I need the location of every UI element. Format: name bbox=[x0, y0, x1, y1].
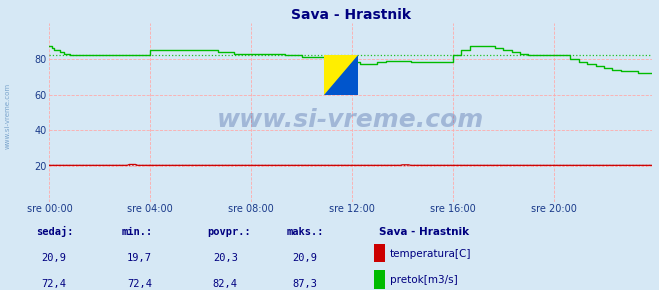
Text: Sava - Hrastnik: Sava - Hrastnik bbox=[379, 227, 469, 237]
Text: 72,4: 72,4 bbox=[42, 279, 67, 289]
Text: 19,7: 19,7 bbox=[127, 253, 152, 263]
Text: povpr.:: povpr.: bbox=[208, 227, 251, 237]
Text: www.si-vreme.com: www.si-vreme.com bbox=[217, 108, 484, 131]
Text: 20,3: 20,3 bbox=[213, 253, 238, 263]
Text: sedaj:: sedaj: bbox=[36, 226, 74, 237]
Text: temperatura[C]: temperatura[C] bbox=[390, 249, 472, 259]
Text: 82,4: 82,4 bbox=[213, 279, 238, 289]
Text: www.si-vreme.com: www.si-vreme.com bbox=[5, 83, 11, 149]
Title: Sava - Hrastnik: Sava - Hrastnik bbox=[291, 8, 411, 22]
Text: 87,3: 87,3 bbox=[292, 279, 317, 289]
Polygon shape bbox=[324, 55, 358, 95]
Text: pretok[m3/s]: pretok[m3/s] bbox=[390, 275, 458, 285]
Text: min.:: min.: bbox=[122, 227, 153, 237]
Text: 72,4: 72,4 bbox=[127, 279, 152, 289]
Text: maks.:: maks.: bbox=[287, 227, 324, 237]
Text: 20,9: 20,9 bbox=[42, 253, 67, 263]
Text: 20,9: 20,9 bbox=[292, 253, 317, 263]
Polygon shape bbox=[324, 55, 358, 95]
